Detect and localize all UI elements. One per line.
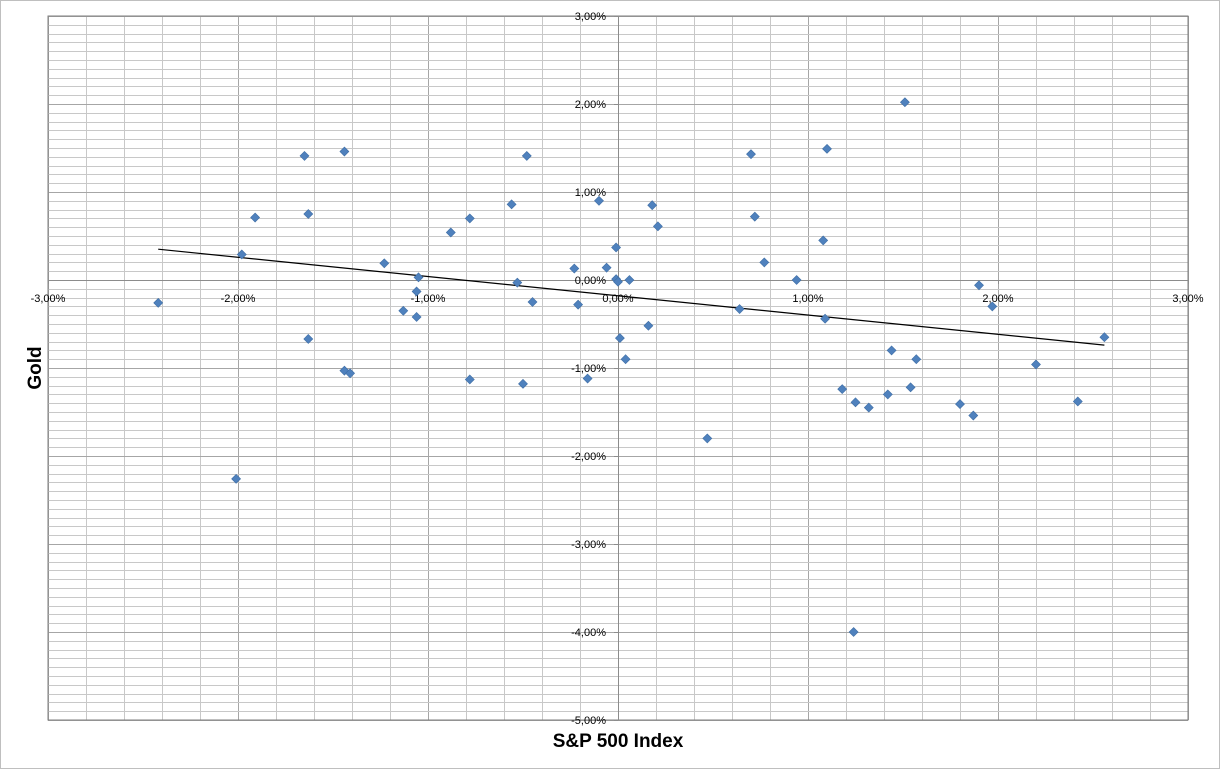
data-point [911,354,922,365]
x-tick-label: -3,00% [31,293,66,305]
data-point [702,433,713,444]
data-point [1031,359,1041,370]
data-point [569,263,580,274]
data-point [506,199,517,210]
data-point [818,235,829,246]
data-point [968,410,979,421]
data-point [746,149,756,160]
y-tick-label: -3,00% [571,539,606,551]
data-point [850,397,861,408]
data-point [153,297,164,308]
data-point [594,195,604,206]
trendline-layer [158,248,1105,346]
x-tick-label: 3,00% [1172,293,1203,305]
data-point [411,312,422,322]
data-point [411,286,422,297]
data-point [624,275,635,285]
data-point [345,368,356,379]
data-point [1099,332,1110,343]
data-point [886,345,897,356]
y-tick-label: -4,00% [571,627,606,639]
data-point [955,399,965,410]
data-point [339,146,350,157]
data-point [521,150,532,161]
data-points [153,97,1110,637]
data-point [1072,396,1083,407]
data-point [398,305,409,316]
y-axis-title: Gold [25,346,46,389]
data-point [464,374,475,385]
y-tick-label: -5,00% [571,715,606,727]
data-point [250,212,261,223]
x-tick-label: 0,00% [602,293,633,305]
data-point [413,272,424,283]
data-point [518,378,528,389]
data-point [820,313,831,324]
data-point [974,280,984,291]
data-point [848,627,859,637]
x-tick-label: -1,00% [411,293,446,305]
data-point [611,242,622,253]
trendline [158,248,1105,346]
y-tick-label: 1,00% [575,187,606,199]
y-tick-label: -1,00% [571,363,606,375]
y-tick-label: 2,00% [575,99,606,111]
y-tick-labels: 3,00% 2,00% 1,00% 0,00% -1,00% -2,00% -3,00% -4… [571,11,606,727]
data-point [899,97,910,108]
data-point [643,320,654,331]
data-point [613,276,623,287]
data-point [882,389,893,400]
data-point [601,262,612,273]
data-point [837,384,848,395]
y-tick-label: 3,00% [575,11,606,23]
data-point [231,473,242,484]
data-point [582,373,593,384]
data-point [445,227,456,238]
data-point [652,221,663,232]
y-tick-label: 0,00% [575,275,606,287]
data-point [236,249,247,260]
data-point [303,209,314,219]
x-tick-label: 2,00% [982,293,1013,305]
data-point [759,257,770,268]
data-point [734,304,745,314]
data-point [512,277,523,288]
data-point [749,211,760,222]
x-tick-label: 1,00% [792,293,823,305]
data-point [527,297,538,307]
data-point [905,382,916,393]
data-point [303,334,314,344]
data-point [614,333,625,344]
data-point [464,213,475,224]
data-point [791,275,802,285]
x-tick-labels: -3,00% -2,00% -1,00% 0,00% 1,00% 2,00% 3,00% [31,293,1204,305]
data-point [863,402,874,413]
data-point [573,299,584,310]
data-point [987,301,998,312]
y-tick-label: -2,00% [571,451,606,463]
data-point [822,143,832,154]
x-axis-title: S&P 500 Index [553,731,684,752]
data-point [379,258,390,269]
x-tick-label: -2,00% [221,293,256,305]
data-point [647,200,658,211]
data-point [620,354,631,365]
data-point [299,150,310,161]
